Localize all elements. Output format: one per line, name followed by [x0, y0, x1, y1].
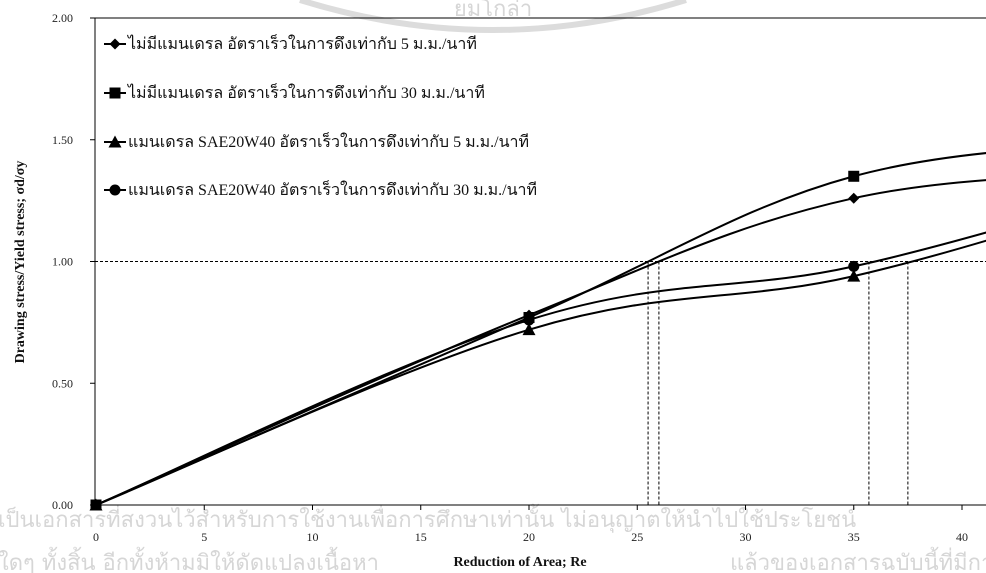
- reference-lines: [95, 261, 986, 505]
- y-tick-label: 0.00: [52, 498, 73, 512]
- series-line: [95, 179, 986, 506]
- x-tick-label: 30: [740, 530, 752, 544]
- y-tick-label: 1.00: [52, 255, 73, 269]
- series-circle: [90, 231, 986, 511]
- watermark-line-2: ใดๆ ทั้งสิ้น อีกทั้งห้ามมิให้ดัดแปลงเนื้…: [0, 547, 379, 573]
- x-tick-label: 15: [415, 530, 427, 544]
- marker-square: [109, 87, 121, 99]
- marker-diamond: [109, 38, 121, 50]
- legend-item: แมนเดรล SAE20W40 อัตราเร็วในการดึงเท่ากั…: [104, 179, 537, 199]
- marker-diamond: [848, 192, 860, 204]
- x-tick-label: 35: [848, 530, 860, 544]
- y-tick-label: 0.50: [52, 376, 73, 390]
- x-tick-label: 25: [631, 530, 643, 544]
- marker-circle: [523, 314, 535, 326]
- marker-circle: [109, 184, 121, 196]
- watermark-line-1: เป็นเอกสารที่สงวนไว้สำหรับการใช้งานเพื่อ…: [0, 504, 856, 533]
- y-tick-label: 2.00: [52, 11, 73, 25]
- legend-label: ไม่มีแมนเดรล อัตราเร็วในการดึงเท่ากับ 30…: [126, 82, 485, 102]
- x-tick-label: 20: [523, 530, 535, 544]
- watermark-top-text: ยมโกล่า: [454, 0, 532, 22]
- marker-triangle: [522, 323, 536, 336]
- legend-label: แมนเดรล SAE20W40 อัตราเร็วในการดึงเท่ากั…: [128, 131, 529, 151]
- legend-item: ไม่มีแมนเดรล อัตราเร็วในการดึงเท่ากับ 5 …: [104, 33, 477, 53]
- legend-label: ไม่มีแมนเดรล อัตราเร็วในการดึงเท่ากับ 5 …: [126, 33, 477, 53]
- marker-circle: [90, 499, 102, 511]
- watermark-arc: [299, 0, 687, 33]
- legend-item: ไม่มีแมนเดรล อัตราเร็วในการดึงเท่ากับ 30…: [104, 82, 485, 102]
- series-layer: [89, 152, 986, 511]
- x-axis-label: Reduction of Area; Re: [453, 555, 586, 570]
- axes: 0510152025303540450.000.501.001.502.00: [52, 11, 968, 544]
- y-axis-label: Drawing stress/Yield stress; σd/σy: [13, 161, 28, 364]
- series-diamond: [90, 179, 986, 511]
- legend-label: แมนเดรล SAE20W40 อัตราเร็วในการดึงเท่ากั…: [128, 179, 537, 199]
- series-line: [95, 239, 986, 506]
- x-tick-label: 0: [93, 530, 99, 544]
- marker-square: [848, 170, 860, 182]
- series-line: [95, 231, 986, 506]
- marker-triangle: [108, 135, 122, 148]
- legend-item: แมนเดรล SAE20W40 อัตราเร็วในการดึงเท่ากั…: [104, 131, 529, 151]
- x-tick-label: 5: [201, 530, 207, 544]
- y-tick-label: 1.50: [52, 133, 73, 147]
- watermark-line-3: แล้วของเอกสารฉบับนี้ที่มีการ: [730, 547, 986, 573]
- x-tick-label: 10: [307, 530, 319, 544]
- marker-circle: [848, 260, 860, 272]
- legend: ไม่มีแมนเดรล อัตราเร็วในการดึงเท่ากับ 5 …: [104, 33, 537, 199]
- marker-triangle: [847, 269, 861, 282]
- x-tick-label: 40: [956, 530, 968, 544]
- series-triangle: [89, 239, 986, 511]
